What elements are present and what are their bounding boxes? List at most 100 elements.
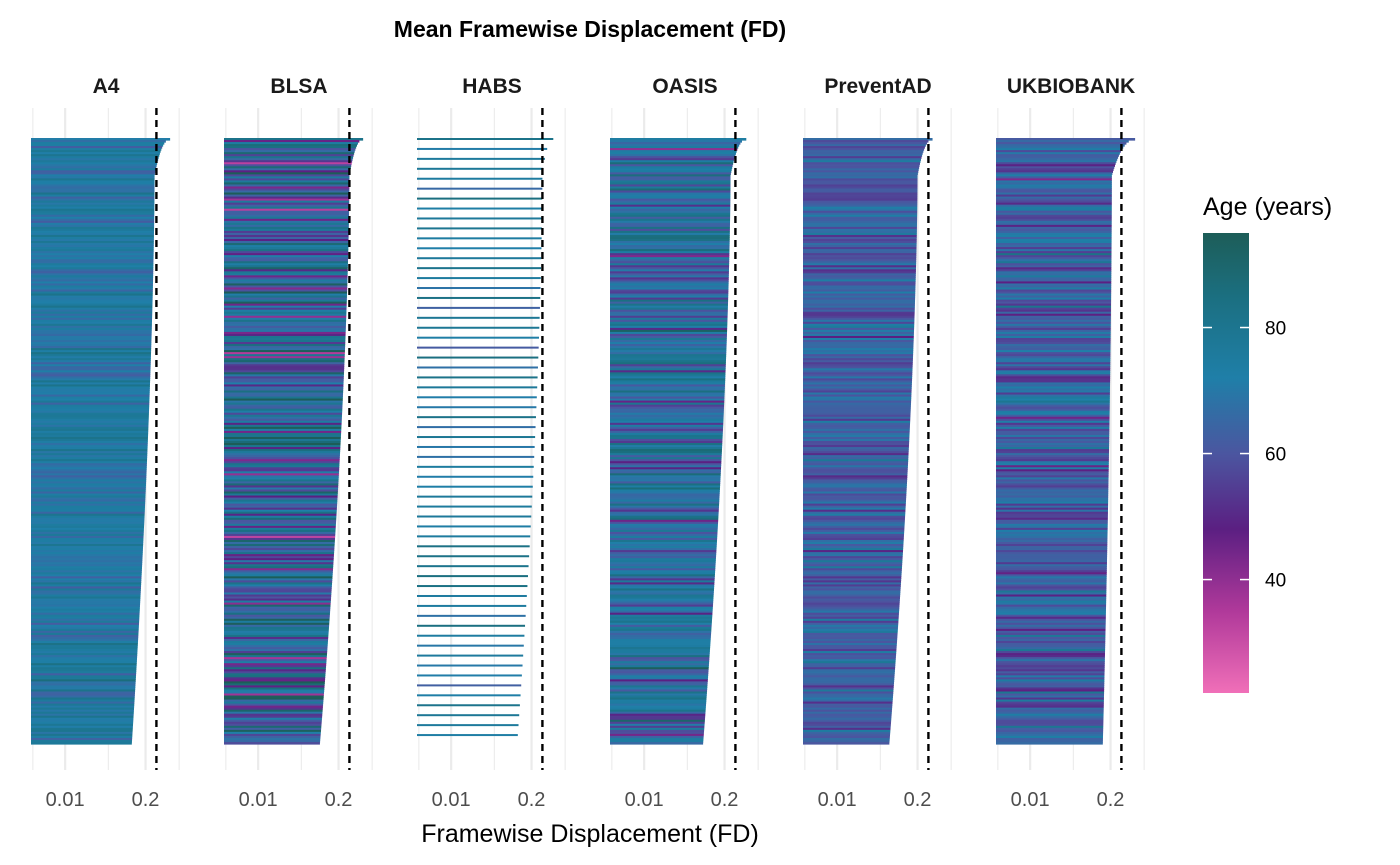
fd-bar: [610, 624, 712, 628]
fd-bar: [417, 515, 532, 518]
fd-bar: [996, 430, 1110, 434]
fd-bar: [803, 311, 915, 315]
fd-bar: [610, 243, 730, 246]
fd-bar: [610, 301, 729, 305]
fd-bar: [610, 479, 721, 482]
fd-bar: [996, 521, 1108, 525]
chart-title: Mean Framewise Displacement (FD): [394, 16, 786, 42]
fd-bar: [996, 719, 1104, 723]
fd-bar: [610, 416, 724, 420]
fd-bar: [610, 596, 714, 600]
fd-bar: [224, 408, 343, 412]
fd-bar: [610, 220, 731, 224]
fd-bar: [224, 150, 355, 153]
fd-bar: [31, 554, 143, 557]
fd-bar: [996, 307, 1111, 311]
fd-bar: [996, 715, 1104, 719]
fd-bar: [996, 523, 1108, 527]
fd-bar: [996, 546, 1108, 549]
fd-bar: [996, 249, 1112, 252]
fd-bar: [996, 731, 1104, 735]
fd-bar: [31, 471, 147, 474]
fd-bar: [803, 614, 899, 618]
fd-bar: [610, 340, 727, 343]
fd-bar: [996, 477, 1109, 480]
fd-bar: [31, 426, 149, 430]
fd-bar: [996, 247, 1112, 250]
fd-bar: [31, 560, 143, 563]
fd-bar: [31, 160, 158, 163]
fd-bar: [224, 616, 330, 620]
fd-bar: [803, 335, 914, 339]
fd-bar: [803, 527, 905, 531]
fd-bar: [610, 606, 713, 610]
fd-bar: [610, 638, 711, 642]
fd-bar: [610, 643, 711, 646]
fd-bar: [996, 261, 1112, 264]
fd-bar: [224, 509, 337, 513]
fd-bar: [610, 230, 730, 234]
fd-bar: [31, 632, 139, 636]
fd-bar: [803, 600, 900, 604]
fd-bar: [803, 344, 914, 347]
fd-bar: [610, 386, 725, 390]
fd-bar: [610, 140, 742, 143]
fd-bar: [996, 259, 1112, 262]
fd-bar: [610, 168, 732, 171]
fd-bar: [31, 319, 152, 323]
fd-bar: [224, 426, 342, 430]
fd-bar: [224, 606, 331, 610]
fd-bar: [803, 358, 913, 361]
fd-bar: [996, 529, 1108, 533]
fd-bar: [31, 447, 148, 450]
fd-bar: [224, 261, 348, 264]
fd-bar: [610, 283, 729, 287]
fd-bar: [803, 340, 914, 343]
fd-bar: [31, 321, 152, 325]
fd-bar: [31, 715, 134, 719]
fd-bar: [996, 317, 1111, 321]
fd-bar: [31, 158, 159, 161]
fd-bar: [31, 194, 155, 198]
fd-bar: [803, 507, 906, 511]
fd-bar: [803, 509, 906, 513]
fd-bar: [996, 622, 1106, 626]
fd-bar: [996, 723, 1104, 727]
fd-bar: [996, 335, 1111, 339]
fd-bar: [31, 204, 155, 208]
fd-bar: [996, 651, 1106, 654]
fd-bar: [610, 156, 735, 159]
fd-bar: [417, 575, 528, 578]
fd-bar: [803, 257, 917, 260]
fd-bar: [996, 348, 1111, 351]
fd-bar: [31, 568, 142, 571]
fd-bar: [803, 402, 911, 406]
fd-bar: [31, 576, 142, 579]
fd-bar: [803, 354, 914, 357]
fd-bar: [31, 659, 137, 662]
fd-bar: [996, 212, 1112, 216]
fd-bar: [224, 562, 334, 565]
fd-bar: [610, 364, 726, 367]
fd-bar: [31, 675, 136, 678]
fd-bar: [996, 487, 1109, 491]
fd-bar: [803, 519, 905, 523]
fd-bar: [803, 596, 900, 600]
fd-bar: [610, 614, 713, 618]
fd-bar: [803, 327, 915, 331]
fd-bar: [31, 600, 141, 604]
fd-bar: [610, 499, 720, 503]
fd-bar: [610, 697, 707, 701]
fd-bar: [610, 249, 730, 252]
fd-bar: [803, 378, 913, 381]
fd-bar: [31, 380, 151, 384]
fd-bar: [996, 659, 1105, 662]
fd-bar: [31, 206, 155, 210]
fd-bar: [224, 257, 349, 260]
fd-bar: [610, 564, 716, 567]
fd-bar: [996, 216, 1112, 220]
fd-bar: [996, 184, 1112, 188]
fd-bar: [224, 515, 337, 519]
fd-bar: [803, 632, 898, 636]
fd-bar: [31, 295, 153, 299]
